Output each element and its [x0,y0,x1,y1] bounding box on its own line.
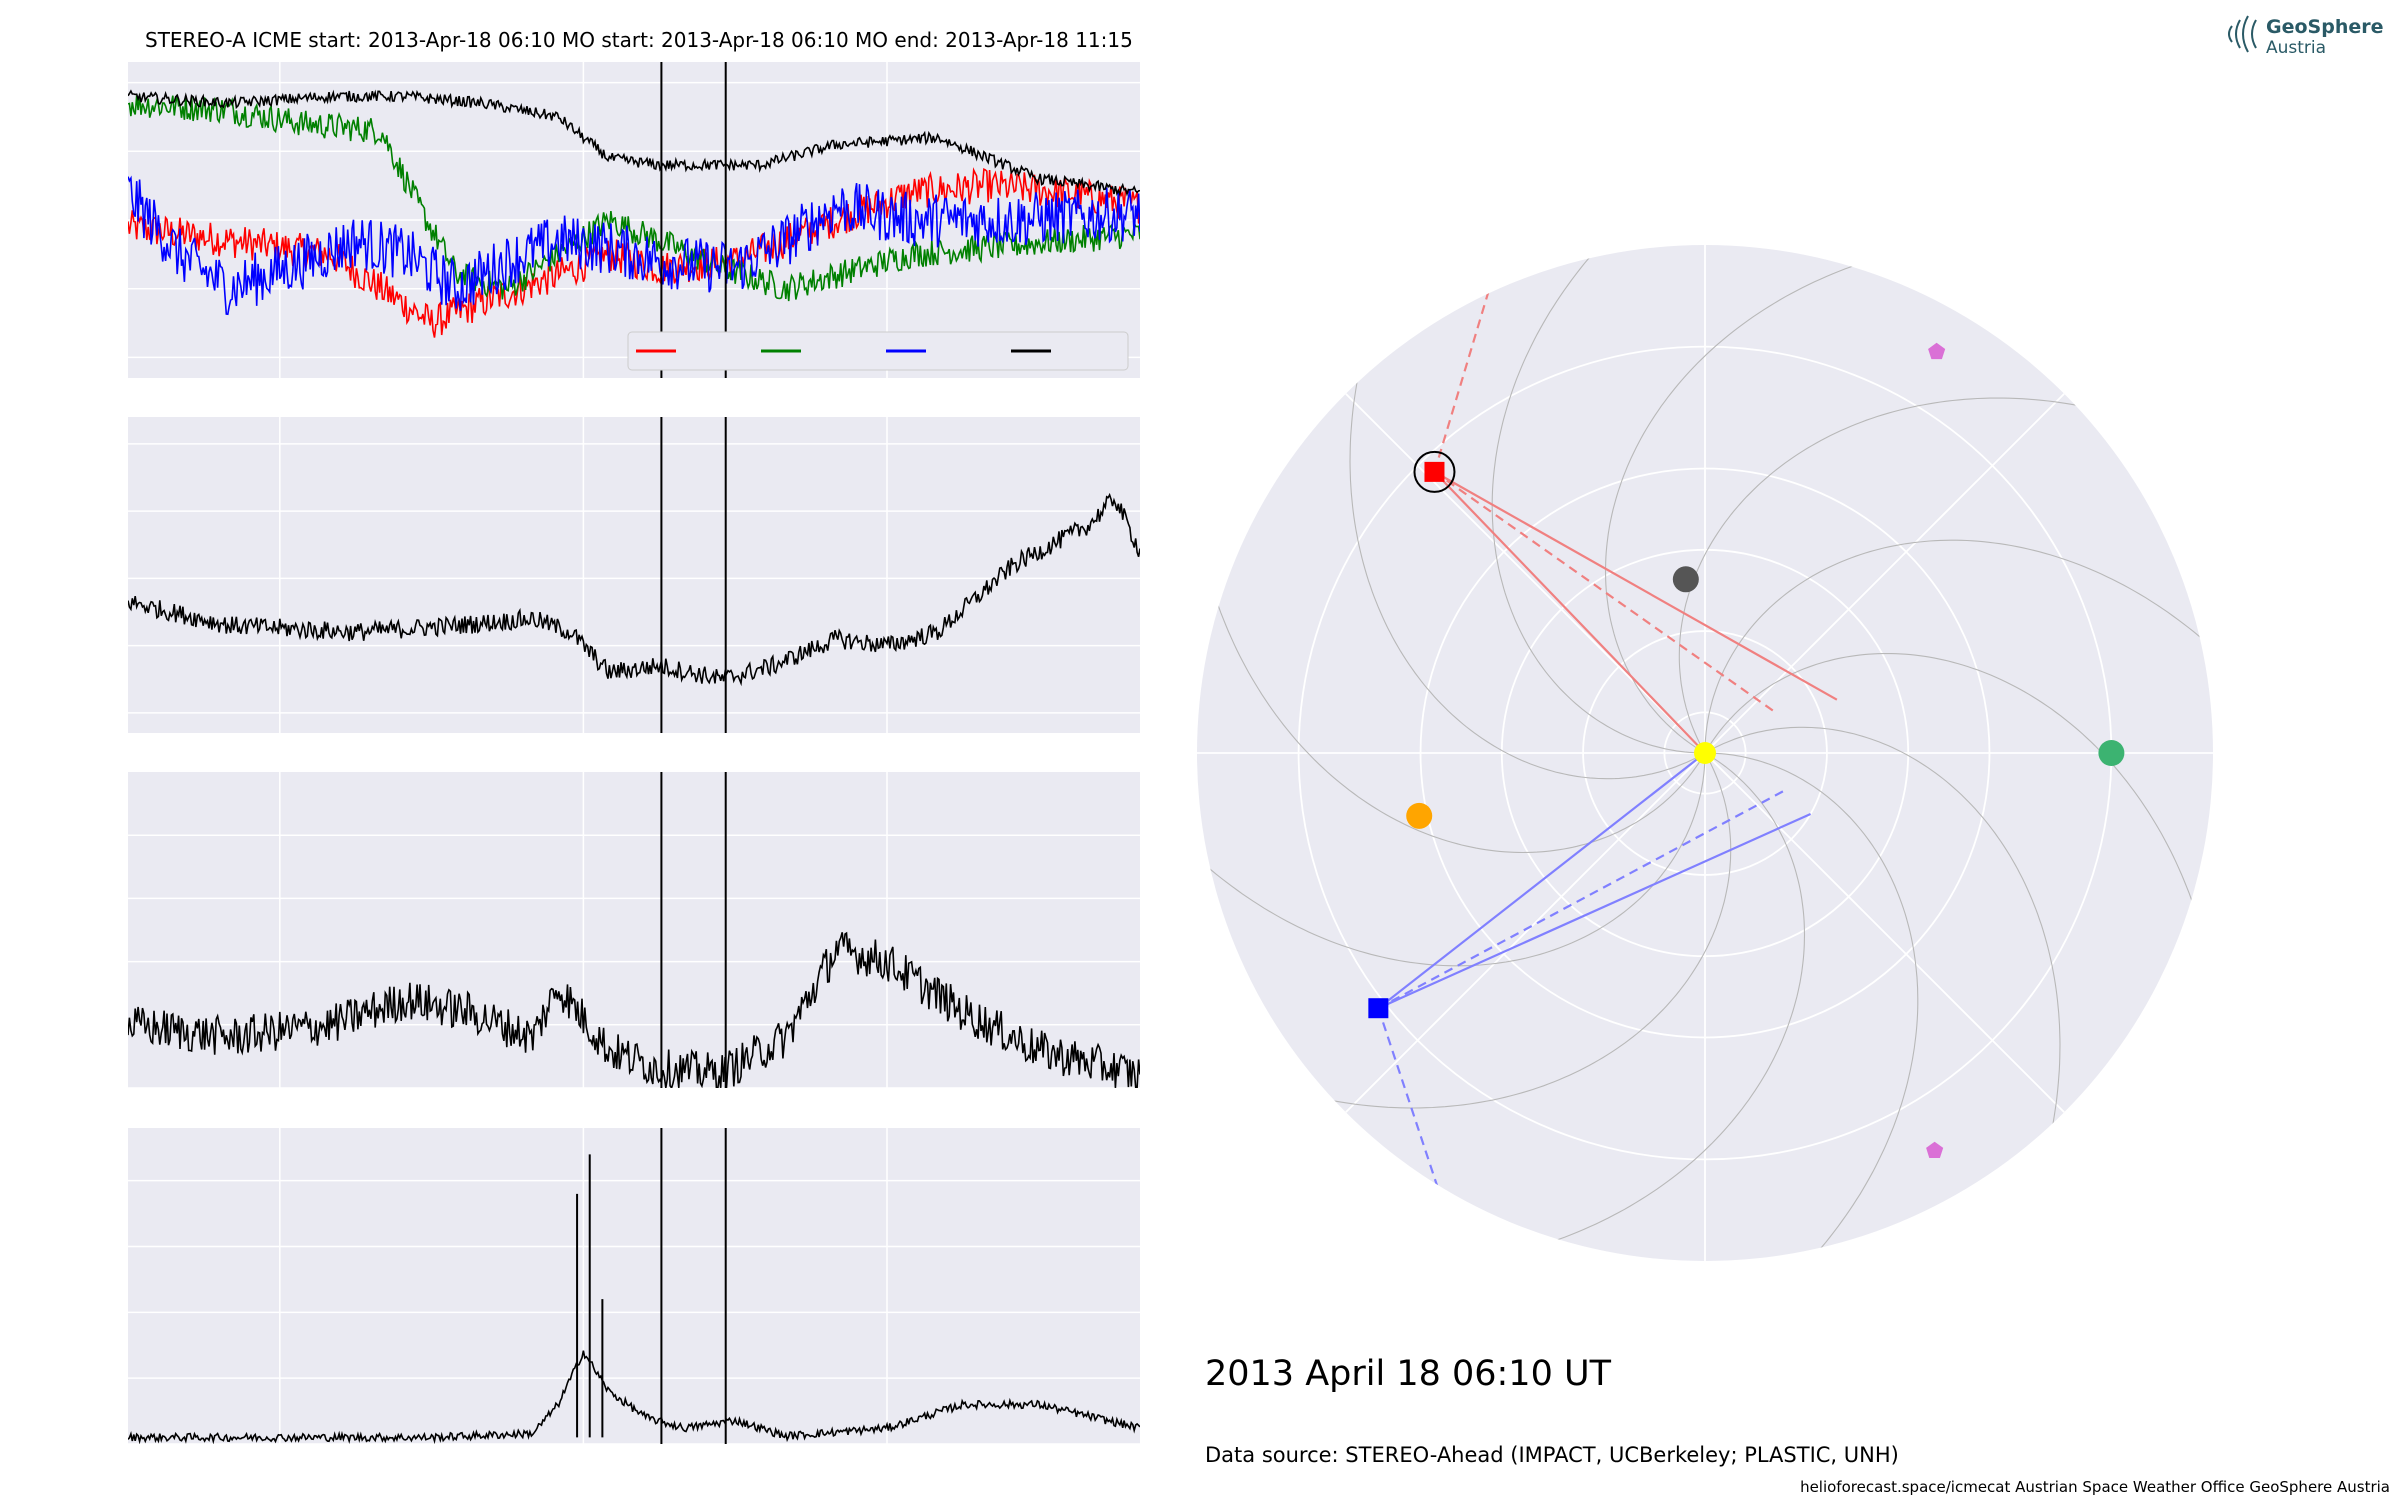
parker-spiral [1491,245,1705,754]
fov-line [1433,470,1838,701]
parker-spiral [1704,539,2213,753]
marker-stereo-b [1368,998,1389,1019]
marker-solo [1926,1141,1944,1158]
panel-density [128,772,1140,1089]
legend-box [627,331,1129,371]
series-line-btotal [128,89,1140,197]
marker-sun [1694,742,1716,764]
polar-orbit-plot [1197,245,2213,1261]
panel-speed [128,417,1140,733]
plot-background [128,417,1140,733]
polar-grid-spoke [1345,393,1706,754]
data-layer [128,931,1140,1088]
marker-messenger [1672,566,1699,593]
parker-spiral [1704,652,2213,981]
series-line-data [128,492,1140,687]
time-series-header: STEREO-A ICME start: 2013-Apr-18 06:10 M… [145,28,1133,52]
series-line-bz [128,175,1140,316]
polar-grid-spoke [1704,752,2065,1113]
marker-psp [1928,342,1946,360]
spacecraft-ring [1413,450,1456,493]
fov-line [1433,470,1777,714]
panel-temperature [128,1128,1140,1445]
logo-name: GeoSphere [2266,16,2384,38]
fov-line [1377,788,1788,1010]
parker-spiral [1477,752,1806,1261]
parker-spiral [1349,301,1706,780]
marker-earth [2098,740,2125,766]
marker-vex [1406,802,1433,829]
marker-stereo-a [1424,461,1445,482]
data-layer [128,1154,1140,1444]
footer-credits: helioforecast.space/icmecat Austrian Spa… [1800,1478,2390,1496]
fov-line [1377,752,1706,1010]
geosphere-logo: GeoSphere Austria [2228,15,2384,58]
plot-background [128,772,1140,1088]
logo-mark-icon [2228,15,2257,53]
parker-spiral [1604,245,1933,754]
logo-sub: Austria [2266,38,2326,58]
parker-spiral [1678,397,2157,754]
series-line-data [128,1350,1140,1444]
panel-magnetic-field [128,62,1140,378]
data-source: Data source: STEREO-Ahead (IMPACT, UCBer… [1205,1443,1899,1467]
date-stamp: 2013 April 18 06:10 UT [1205,1354,1612,1394]
parker-spiral [1704,726,2061,1205]
parker-spiral [1197,525,1706,854]
polar-grid-spoke [1345,752,1706,1113]
parker-spiral [1253,752,1732,1109]
parker-spiral [1197,753,1706,967]
polar-inner [1197,245,2213,1261]
polar-grid-spoke [1704,393,2065,754]
fov-line [1377,812,1812,1010]
b-field-legend [627,331,1129,371]
data-layer [128,89,1140,338]
parker-spiral [1705,752,1919,1261]
data-layer [128,492,1140,687]
series-line-data [128,931,1140,1088]
fov-line [1433,471,1706,754]
series-line-by [128,94,1140,302]
